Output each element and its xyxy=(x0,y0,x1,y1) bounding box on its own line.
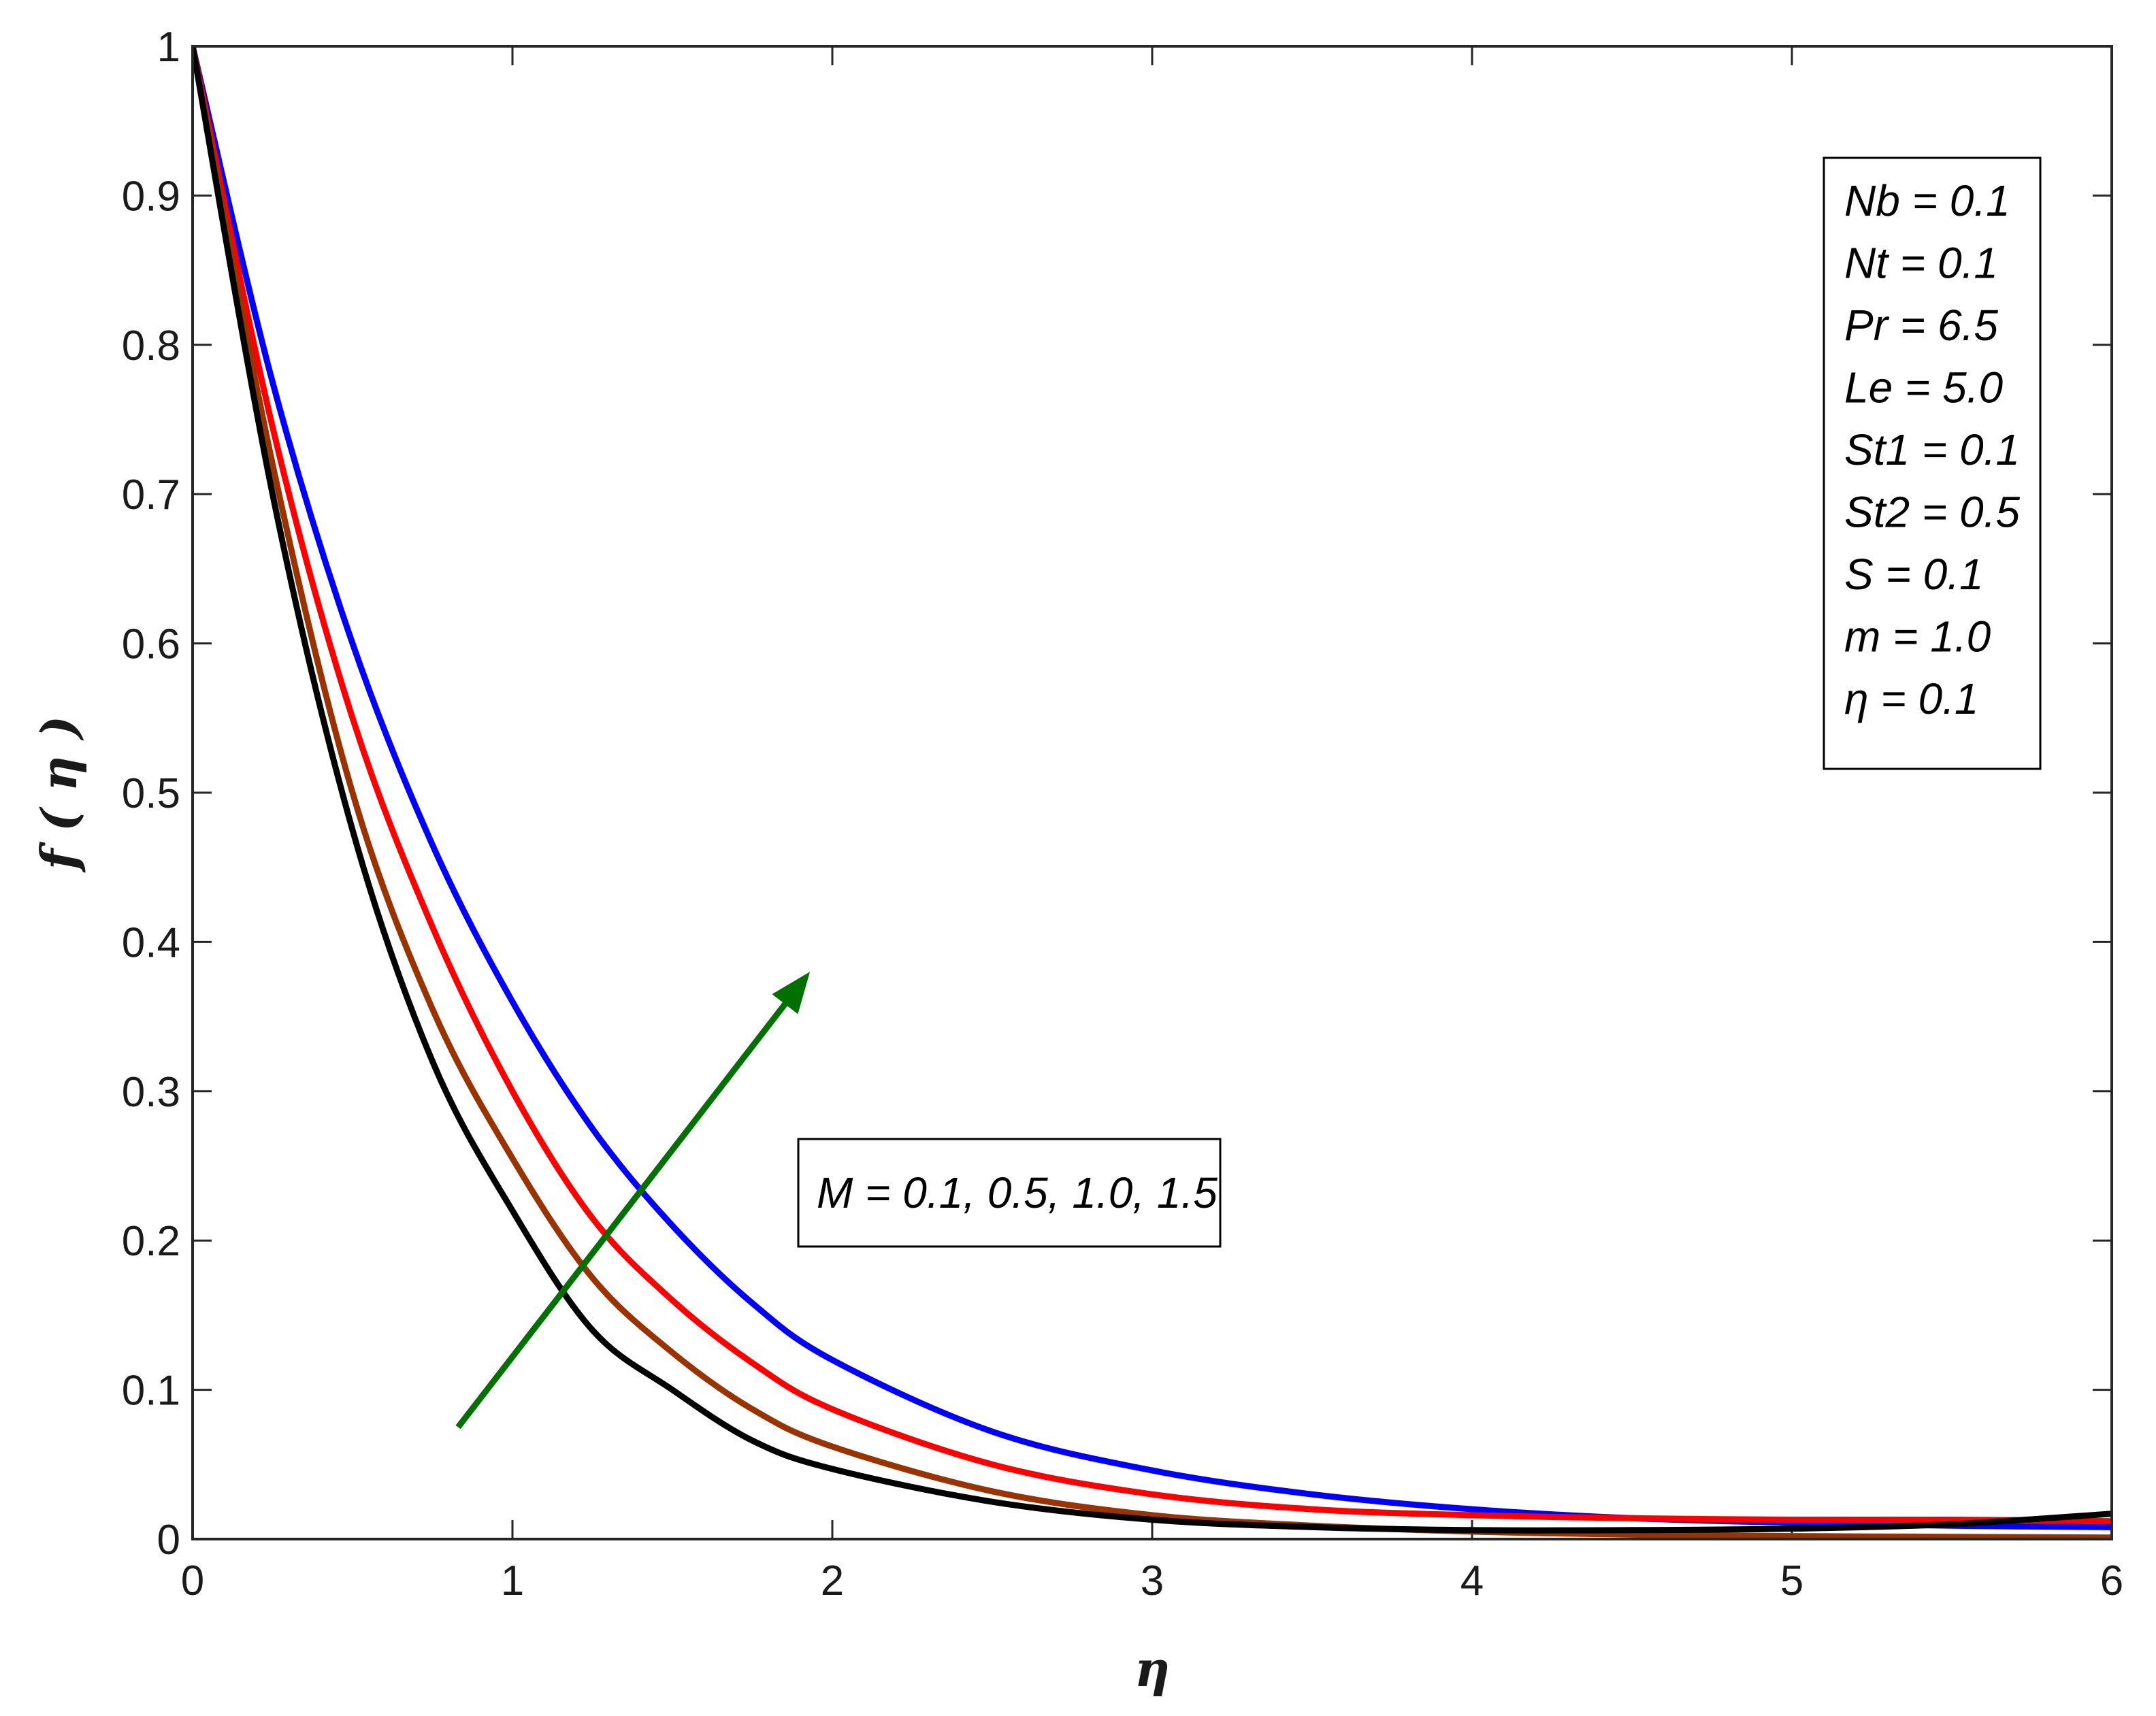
legend-line: St1 = 0.1 xyxy=(1844,425,2020,474)
legend-line: η = 0.1 xyxy=(1844,674,1978,723)
x-tick-label: 2 xyxy=(821,1557,844,1604)
trend-arrow xyxy=(455,972,811,1430)
series-line-4 xyxy=(193,46,2112,1534)
legend-line: Nt = 0.1 xyxy=(1844,239,1998,288)
y-tick-label: 0.2 xyxy=(122,1218,180,1265)
x-tick-label: 3 xyxy=(1141,1557,1164,1604)
x-tick-label: 6 xyxy=(2100,1557,2123,1604)
x-tick-label: 1 xyxy=(501,1557,524,1604)
legend-line: St2 = 0.5 xyxy=(1844,488,2020,537)
x-tick-label: 4 xyxy=(1460,1557,1484,1604)
parameter-label-text: M = 0.1, 0.5, 1.0, 1.5 xyxy=(817,1168,1218,1217)
y-tick-label: 0.7 xyxy=(122,472,180,518)
legend-line: Nb = 0.1 xyxy=(1844,176,2010,225)
legend-line: Pr = 6.5 xyxy=(1844,301,1998,350)
legend-line: m = 1.0 xyxy=(1844,612,1991,661)
x-axis-title: η xyxy=(1134,1640,1170,1698)
plot-area-frame xyxy=(191,45,2113,1540)
y-tick-label: 0.8 xyxy=(122,323,180,369)
arrow-shaft xyxy=(455,1002,787,1430)
x-tick-label: 5 xyxy=(1780,1557,1803,1604)
y-tick-label: 0.9 xyxy=(122,173,180,220)
x-tick-labels: 0 1 2 3 4 5 6 xyxy=(181,1557,2123,1604)
series-group xyxy=(193,46,2112,1539)
y-axis-title: f ( η ) xyxy=(30,716,88,874)
parameter-label-box: M = 0.1, 0.5, 1.0, 1.5 xyxy=(797,1138,1222,1248)
legend-line: Le = 5.0 xyxy=(1844,363,2004,412)
y-tick-label: 0.6 xyxy=(122,621,180,668)
parameter-legend-box: Nb = 0.1 Nt = 0.1 Pr = 6.5 Le = 5.0 St1 = 0.… xyxy=(1823,156,2042,770)
y-tick-label: 0.3 xyxy=(122,1069,180,1116)
y-tick-label: 0.4 xyxy=(122,919,180,966)
y-tick-label: 0.1 xyxy=(122,1368,180,1415)
legend-box-frame xyxy=(1823,156,2042,770)
y-tick-labels: 0 0.1 0.2 0.3 0.4 0.5 0.6 0.7 0.8 0.9 1 xyxy=(122,24,180,1564)
arrow-head xyxy=(772,972,811,1014)
parameter-label-frame xyxy=(797,1138,1222,1248)
x-tick-label: 0 xyxy=(181,1557,204,1604)
y-tick-label: 0 xyxy=(157,1517,180,1564)
series-line-2 xyxy=(193,46,2112,1525)
legend-line: S = 0.1 xyxy=(1844,550,1984,599)
y-tick-label: 0.5 xyxy=(122,770,180,817)
series-line-3 xyxy=(193,46,2112,1539)
y-tick-label: 1 xyxy=(157,24,180,71)
